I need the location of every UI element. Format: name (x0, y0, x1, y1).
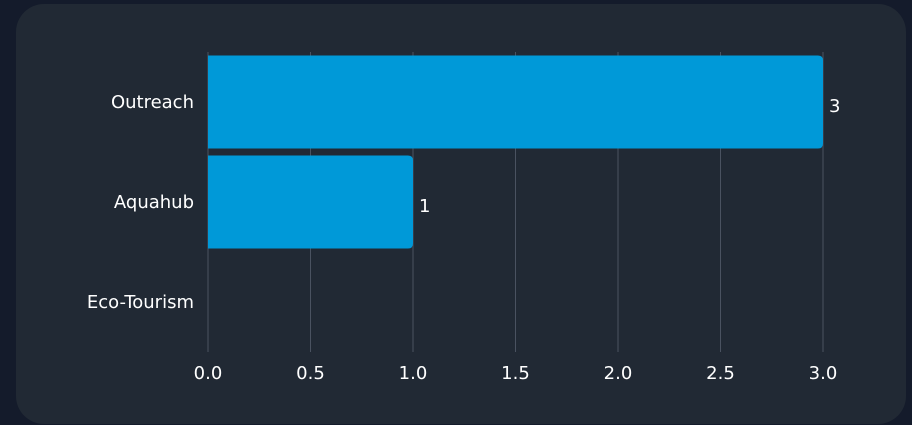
category-label: Eco-Tourism (87, 292, 194, 313)
x-tick-label: 0.0 (194, 363, 223, 384)
bar-outreach (208, 55, 823, 149)
label-layer: 0.0 0.5 1.0 1.5 2.0 2.5 3.0 Outreach 3 Aquahub 1 Ec… (87, 92, 841, 384)
data-label: 1 (419, 196, 430, 217)
x-tick-label: 1.0 (399, 363, 428, 384)
x-tick-label: 3.0 (809, 363, 838, 384)
bar-aquahub (208, 155, 413, 249)
bar-layer (208, 55, 823, 249)
category-label: Aquahub (114, 192, 194, 213)
x-tick-label: 2.5 (706, 363, 735, 384)
x-tick-label: 1.5 (501, 363, 530, 384)
data-label: 3 (829, 96, 840, 117)
x-tick-label: 2.0 (604, 363, 633, 384)
x-tick-label: 0.5 (296, 363, 325, 384)
category-label: Outreach (111, 92, 194, 113)
